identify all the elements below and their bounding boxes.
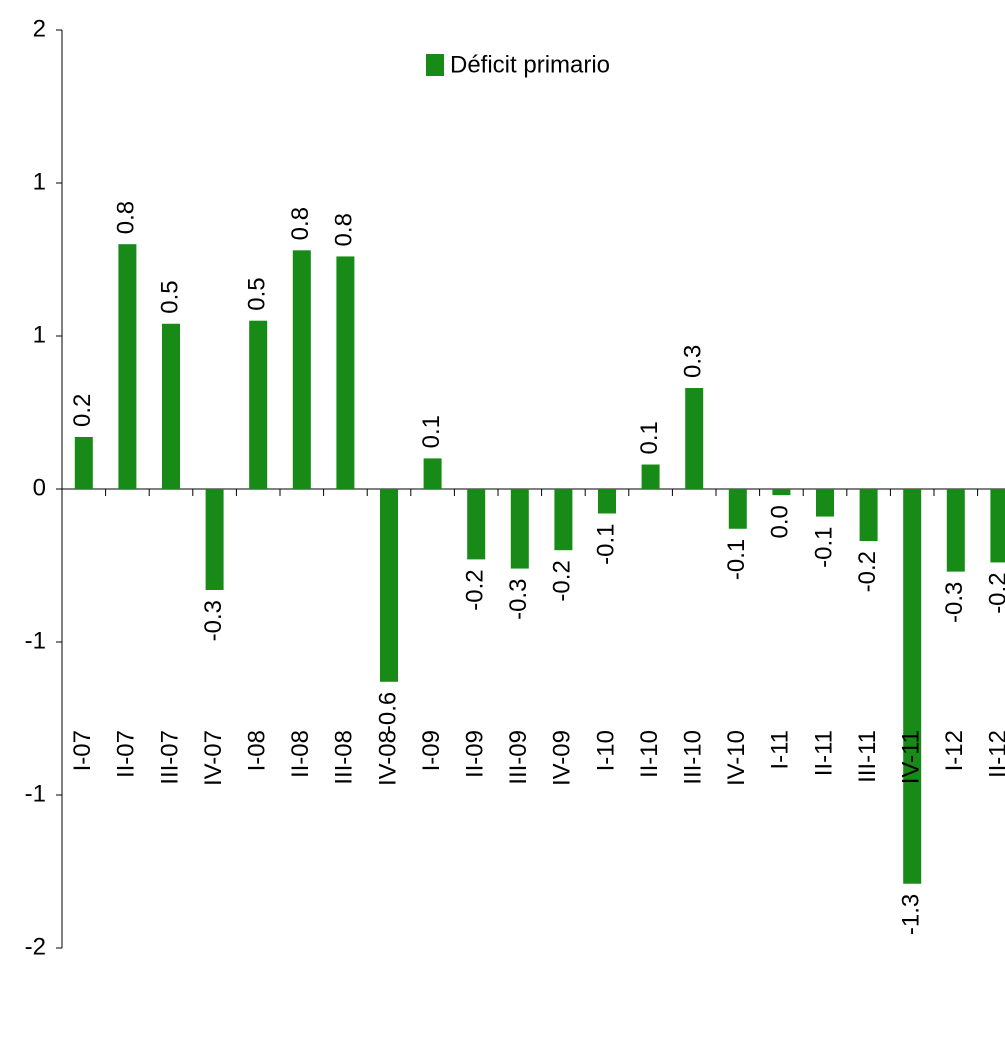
value-label: 0.2	[69, 394, 96, 427]
value-label: -0.2	[462, 569, 489, 610]
x-tick-label: I-12	[941, 730, 968, 771]
bar	[467, 489, 486, 560]
x-tick-label: I-11	[767, 730, 794, 770]
y-tick-label: 0	[33, 474, 46, 501]
x-tick-label: III-07	[156, 730, 183, 785]
bar	[74, 436, 93, 489]
bar	[510, 489, 529, 569]
value-label: 0.0	[767, 505, 794, 538]
bar	[162, 323, 180, 489]
bar	[554, 489, 573, 551]
value-label: -0.6	[374, 692, 401, 733]
value-label: 0.8	[287, 207, 314, 240]
bar	[641, 464, 660, 489]
bar	[336, 256, 355, 489]
bar	[598, 489, 616, 514]
bar	[816, 489, 834, 517]
bar	[728, 489, 747, 529]
value-label: 0.1	[636, 421, 663, 454]
x-tick-label: I-10	[592, 730, 619, 771]
value-label: 0.3	[680, 345, 707, 378]
bar	[685, 388, 704, 489]
bar	[423, 458, 442, 489]
value-label: 0.8	[331, 213, 358, 246]
y-tick-label: -1	[25, 627, 46, 654]
y-tick-label: 1	[33, 321, 46, 348]
bar	[292, 250, 311, 489]
x-tick-label: III-11	[854, 730, 881, 783]
bar	[772, 489, 791, 496]
value-label: -0.1	[810, 527, 837, 568]
x-tick-label: IV-09	[549, 730, 576, 786]
x-tick-label: IV-07	[200, 730, 227, 786]
x-tick-label: I-08	[244, 730, 271, 771]
bar	[946, 489, 965, 572]
y-tick-label: -2	[25, 933, 46, 960]
legend-label: Déficit primario	[450, 51, 610, 78]
x-tick-label: II-07	[113, 730, 140, 778]
value-label: -0.3	[941, 582, 968, 623]
legend-swatch	[426, 54, 444, 76]
value-label: -0.2	[549, 560, 576, 601]
bar	[903, 489, 922, 884]
value-label: 0.1	[418, 415, 445, 448]
x-tick-label: I-07	[69, 730, 96, 771]
x-tick-label: II-11	[810, 730, 837, 776]
y-tick-label: -1	[25, 780, 46, 807]
x-tick-label: II-08	[287, 730, 314, 778]
bar	[859, 489, 878, 542]
value-label: -1.3	[898, 894, 925, 935]
value-label: -0.2	[854, 551, 881, 592]
bar	[205, 489, 224, 590]
value-label: 0.5	[156, 280, 183, 313]
value-label: 0.8	[113, 201, 140, 234]
value-label: -0.1	[592, 523, 619, 564]
x-tick-label: I-09	[418, 730, 445, 771]
x-tick-label: III-09	[505, 730, 532, 785]
value-label: -0.2	[985, 572, 1005, 613]
value-label: -0.3	[505, 579, 532, 620]
x-tick-label: IV-11	[898, 730, 925, 784]
x-tick-label: IV-08	[374, 730, 401, 786]
x-tick-label: III-10	[680, 730, 707, 785]
bar	[380, 489, 398, 682]
bar	[249, 320, 268, 489]
bar	[990, 489, 1005, 563]
value-label: 0.5	[244, 277, 271, 310]
x-tick-label: III-08	[331, 730, 358, 785]
x-tick-label: II-10	[636, 730, 663, 778]
value-label: -0.3	[200, 600, 227, 641]
bar	[118, 244, 137, 489]
value-label: -0.1	[723, 539, 750, 580]
y-tick-label: 2	[33, 15, 46, 42]
x-tick-label: IV-10	[723, 730, 750, 786]
x-tick-label: II-09	[462, 730, 489, 778]
y-tick-label: 1	[33, 168, 46, 195]
x-tick-label: II-12	[985, 730, 1005, 778]
